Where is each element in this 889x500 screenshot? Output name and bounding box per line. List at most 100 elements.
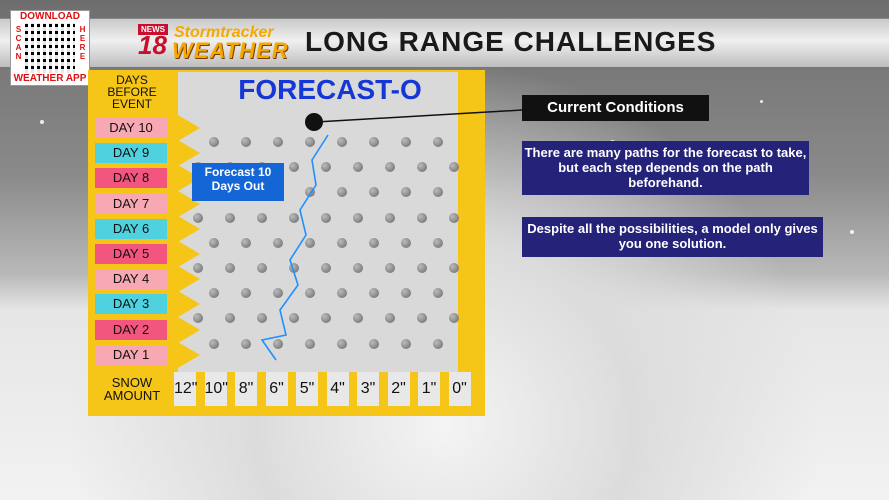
day-label: DAY 10 [95, 118, 167, 138]
snowflake [850, 230, 854, 234]
right-wedge [458, 304, 480, 331]
peg [337, 187, 347, 198]
logo-weather: WEATHER [172, 38, 289, 63]
right-wedge [458, 329, 480, 356]
snowflake [760, 100, 763, 103]
peg [401, 187, 411, 198]
peg [417, 212, 427, 223]
forecast-o-title: FORECAST-O [238, 74, 422, 105]
day-label: DAY 5 [95, 244, 167, 264]
qr-bottom-text: WEATHER APP [13, 73, 87, 84]
snow-bin: 4" [326, 372, 349, 406]
day-label: DAY 8 [95, 168, 167, 189]
peg [273, 137, 283, 147]
snow-bin: 1" [418, 372, 440, 406]
peg [193, 313, 203, 324]
peg [337, 288, 347, 299]
qr-right-text: HERE [78, 25, 87, 63]
page-title: LONG RANGE CHALLENGES [305, 26, 717, 57]
current-conditions-pointer [315, 109, 523, 123]
days-before-event-label: DAYS BEFORE EVENT [107, 73, 157, 111]
peg [417, 162, 427, 173]
forecast-10-days-callout: Forecast 10 Days Out [192, 163, 284, 201]
peg [241, 338, 251, 349]
peg [209, 237, 219, 248]
peg [385, 263, 395, 273]
peg [353, 313, 363, 324]
peg [417, 263, 427, 273]
right-wedge [458, 178, 480, 205]
peg [289, 212, 299, 223]
snow-bin: 2" [387, 372, 410, 406]
peg [449, 263, 459, 273]
peg [305, 237, 315, 248]
peg [433, 137, 443, 147]
qr-code-badge[interactable]: DOWNLOAD SCAN HERE WEATHER APP [10, 10, 90, 86]
forecast-path-line [260, 134, 329, 361]
peg [385, 212, 395, 223]
current-conditions-label: Current Conditions [522, 95, 709, 121]
peg [273, 288, 283, 299]
current-conditions-dot [305, 113, 323, 131]
day-label: DAY 9 [95, 143, 167, 164]
peg [241, 288, 251, 299]
peg [433, 187, 443, 198]
peg [337, 137, 347, 147]
peg [209, 137, 219, 147]
day-label: DAY 2 [95, 319, 167, 340]
peg [193, 212, 203, 223]
peg [433, 237, 443, 248]
peg [369, 338, 379, 349]
day-label: DAY 3 [95, 294, 167, 315]
qr-right-label: HERE [78, 25, 87, 61]
qr-top-text: DOWNLOAD [20, 11, 80, 22]
peg [305, 338, 315, 349]
snow-bin: 0" [448, 372, 471, 406]
peg [369, 288, 379, 299]
snowflake [40, 120, 44, 124]
left-wedge [178, 115, 200, 141]
peg [305, 187, 315, 198]
left-wedge [178, 140, 200, 167]
peg [225, 212, 235, 223]
peg [401, 137, 411, 147]
peg [241, 137, 251, 147]
peg [321, 263, 331, 273]
peg [449, 212, 459, 223]
left-wedge [178, 316, 200, 343]
logo-number: 18 [138, 30, 167, 60]
peg [401, 338, 411, 349]
day-label: DAY 4 [95, 269, 167, 290]
left-wedge [178, 341, 200, 368]
snow-amount-label: SNOW AMOUNT [103, 375, 161, 403]
day-label: DAY 6 [95, 218, 167, 239]
peg [449, 313, 459, 324]
peg [257, 263, 267, 273]
peg [209, 288, 219, 299]
qr-left-text: SCAN [14, 25, 23, 63]
peg [353, 212, 363, 223]
peg [289, 162, 299, 173]
peg [273, 237, 283, 248]
peg [289, 263, 299, 273]
left-wedge [178, 291, 200, 318]
peg [273, 338, 283, 349]
peg [401, 288, 411, 299]
peg [241, 237, 251, 248]
peg [449, 162, 459, 173]
left-wedge [178, 266, 200, 293]
peg [337, 338, 347, 349]
peg [193, 263, 203, 273]
peg [305, 288, 315, 299]
day-label: DAY 1 [95, 344, 167, 365]
peg [305, 137, 315, 147]
peg [337, 237, 347, 248]
peg [369, 237, 379, 248]
peg [257, 212, 267, 223]
qr-left-label: SCAN [14, 25, 23, 61]
peg [369, 187, 379, 198]
peg [353, 263, 363, 273]
peg [417, 313, 427, 324]
snow-bin: 12" [174, 372, 197, 406]
